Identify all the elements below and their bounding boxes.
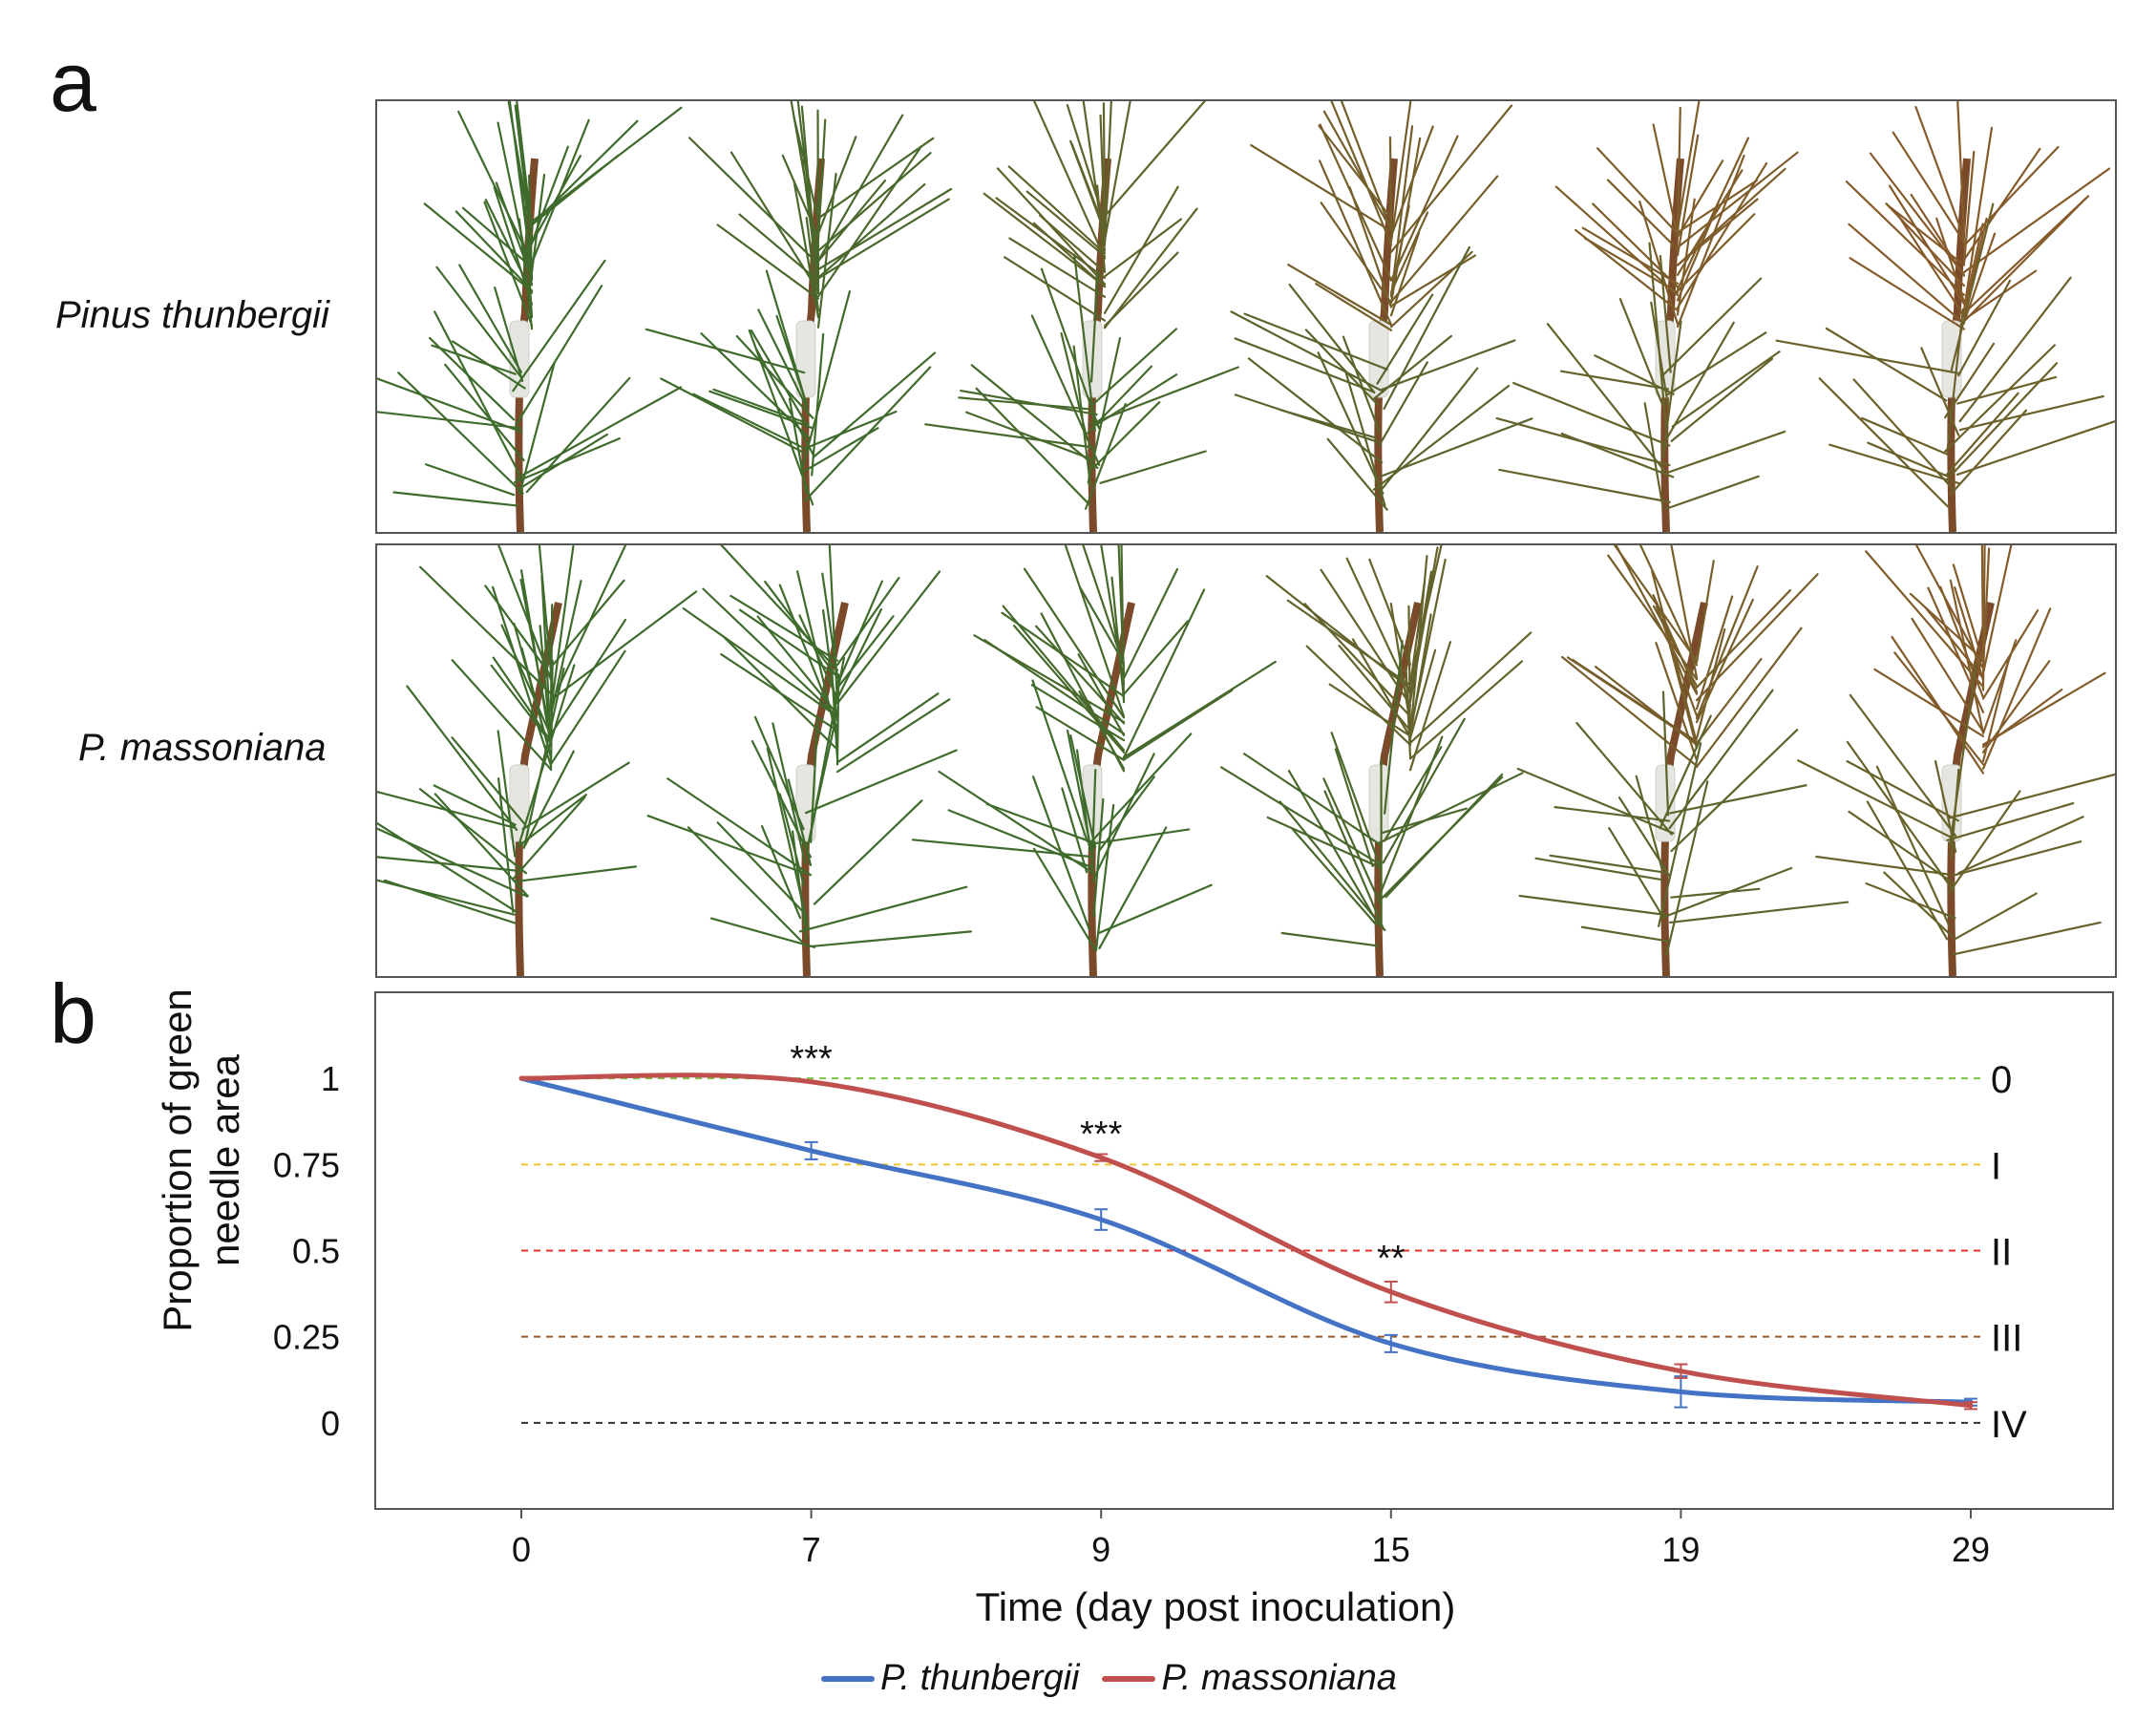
branch-1-2 (645, 101, 953, 532)
x-tick-label-1: 7 (802, 1530, 821, 1569)
y-tick-label-2: 0.5 (292, 1232, 340, 1271)
legend-item-massoniana: P. massoniana (1102, 1658, 1397, 1699)
branch-2-1 (377, 545, 698, 976)
branch-2-2 (646, 545, 972, 976)
branch-1-6 (1775, 101, 2115, 532)
branch-1-3 (924, 101, 1239, 532)
stage-label-2: II (1991, 1232, 2012, 1274)
y-axis-title: Proportion of greenneedle area (155, 988, 247, 1332)
branch-2-6 (1797, 545, 2115, 976)
branch-2-5 (1516, 545, 1850, 976)
row-label-pinus-thunbergii: Pinus thunbergii (55, 294, 329, 336)
x-axis-title: Time (day post inoculation) (976, 1584, 1456, 1629)
stage-label-0: 0 (1991, 1059, 2012, 1101)
error-bar-1-4 (1674, 1363, 1688, 1379)
branch-illustrations-massoniana (377, 545, 2115, 976)
y-axis-title-line-1: Proportion of green (155, 988, 200, 1332)
x-tick-label-3: 15 (1372, 1530, 1410, 1569)
x-tick-label-2: 9 (1091, 1530, 1110, 1569)
branch-1-5 (1495, 101, 1799, 532)
branch-2-4 (1219, 545, 1532, 976)
stage-label-1: I (1991, 1145, 2001, 1187)
legend-swatch-massoniana (1102, 1675, 1156, 1682)
legend-swatch-thunbergii (821, 1675, 875, 1682)
y-tick-label-0: 1 (321, 1059, 340, 1098)
legend-label-thunbergii: P. thunbergii (880, 1658, 1080, 1698)
photo-row-pinus-thunbergii (375, 99, 2117, 534)
error-bar-1-2 (1094, 1153, 1109, 1162)
x-tick-label-4: 19 (1661, 1530, 1700, 1569)
y-tick-label-1: 0.75 (273, 1145, 340, 1184)
significance-marker-2: ** (1377, 1239, 1406, 1279)
panel-letter-a: a (50, 34, 96, 129)
branch-1-1 (377, 101, 683, 532)
y-tick-label-3: 0.25 (273, 1318, 340, 1357)
y-tick-label-4: 0 (321, 1404, 340, 1443)
branch-illustrations-thunbergii (377, 101, 2115, 532)
significance-marker-1: *** (1080, 1115, 1123, 1155)
stage-label-3: III (1991, 1318, 2022, 1360)
legend-label-massoniana: P. massoniana (1161, 1658, 1397, 1698)
significance-marker-0: *** (790, 1039, 833, 1079)
series-line-1 (518, 1072, 1974, 1409)
chart-legend: P. thunbergii P. massoniana (821, 1658, 1397, 1699)
x-tick-label-0: 0 (512, 1530, 531, 1569)
series-line-0 (518, 1075, 1974, 1405)
plot-area-frame (374, 991, 2114, 1510)
error-bar-1-3 (1384, 1280, 1398, 1304)
error-bar-0-3 (1384, 1333, 1398, 1353)
row-label-p-massoniana: P. massoniana (78, 727, 327, 769)
branch-1-4 (1230, 101, 1533, 532)
error-bar-1-5 (1964, 1401, 1977, 1411)
legend-item-thunbergii: P. thunbergii (821, 1658, 1079, 1699)
x-tick-label-5: 29 (1952, 1530, 1990, 1569)
stage-label-4: IV (1991, 1404, 2027, 1446)
photo-row-p-massoniana (375, 543, 2117, 978)
error-bar-0-1 (804, 1140, 818, 1160)
error-bar-0-2 (1094, 1208, 1109, 1231)
y-axis-title-line-2: needle area (202, 1053, 247, 1265)
branch-2-3 (911, 545, 1277, 976)
panel-letter-b: b (50, 966, 96, 1061)
